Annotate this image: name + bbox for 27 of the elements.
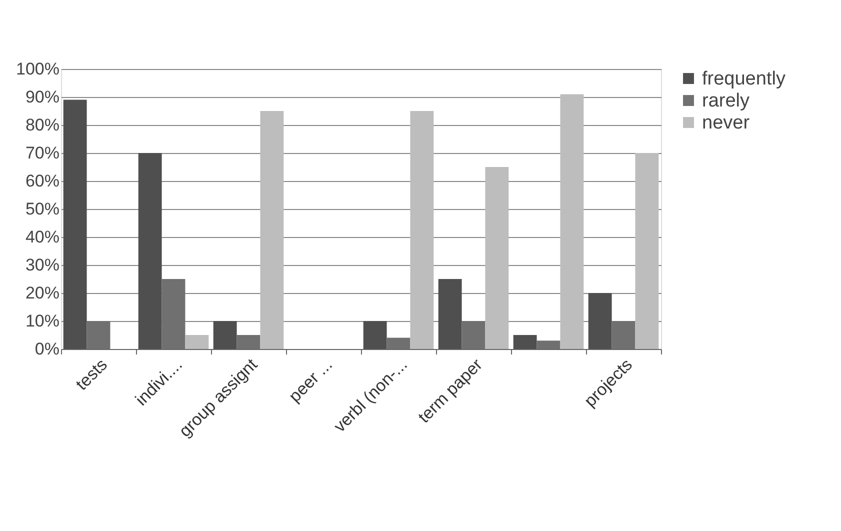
bar	[138, 153, 162, 349]
bar	[485, 167, 509, 349]
y-tick-label: 60%	[25, 172, 60, 190]
bar	[438, 279, 462, 349]
y-tick-label: 0%	[34, 340, 60, 358]
bar	[185, 335, 209, 349]
bar	[588, 293, 612, 349]
bar	[635, 153, 659, 349]
y-tick-label: 70%	[25, 144, 60, 162]
bar	[560, 94, 584, 349]
bar	[63, 100, 87, 349]
bar	[363, 321, 387, 349]
y-tick-label: 50%	[25, 200, 60, 218]
y-tick-label: 100%	[16, 60, 60, 78]
y-tick-label: 90%	[25, 88, 60, 106]
legend-label: frequently	[702, 68, 786, 90]
bar	[513, 335, 537, 349]
y-tick-label: 20%	[25, 284, 60, 302]
bar	[213, 321, 237, 349]
bar	[260, 111, 284, 349]
legend-label: never	[702, 112, 750, 134]
bar	[410, 111, 434, 349]
y-tick-label: 40%	[25, 228, 60, 246]
y-tick-label: 10%	[25, 312, 60, 330]
y-tick-label: 30%	[25, 256, 60, 274]
y-tick-label: 80%	[25, 116, 60, 134]
legend-label: rarely	[702, 90, 750, 112]
